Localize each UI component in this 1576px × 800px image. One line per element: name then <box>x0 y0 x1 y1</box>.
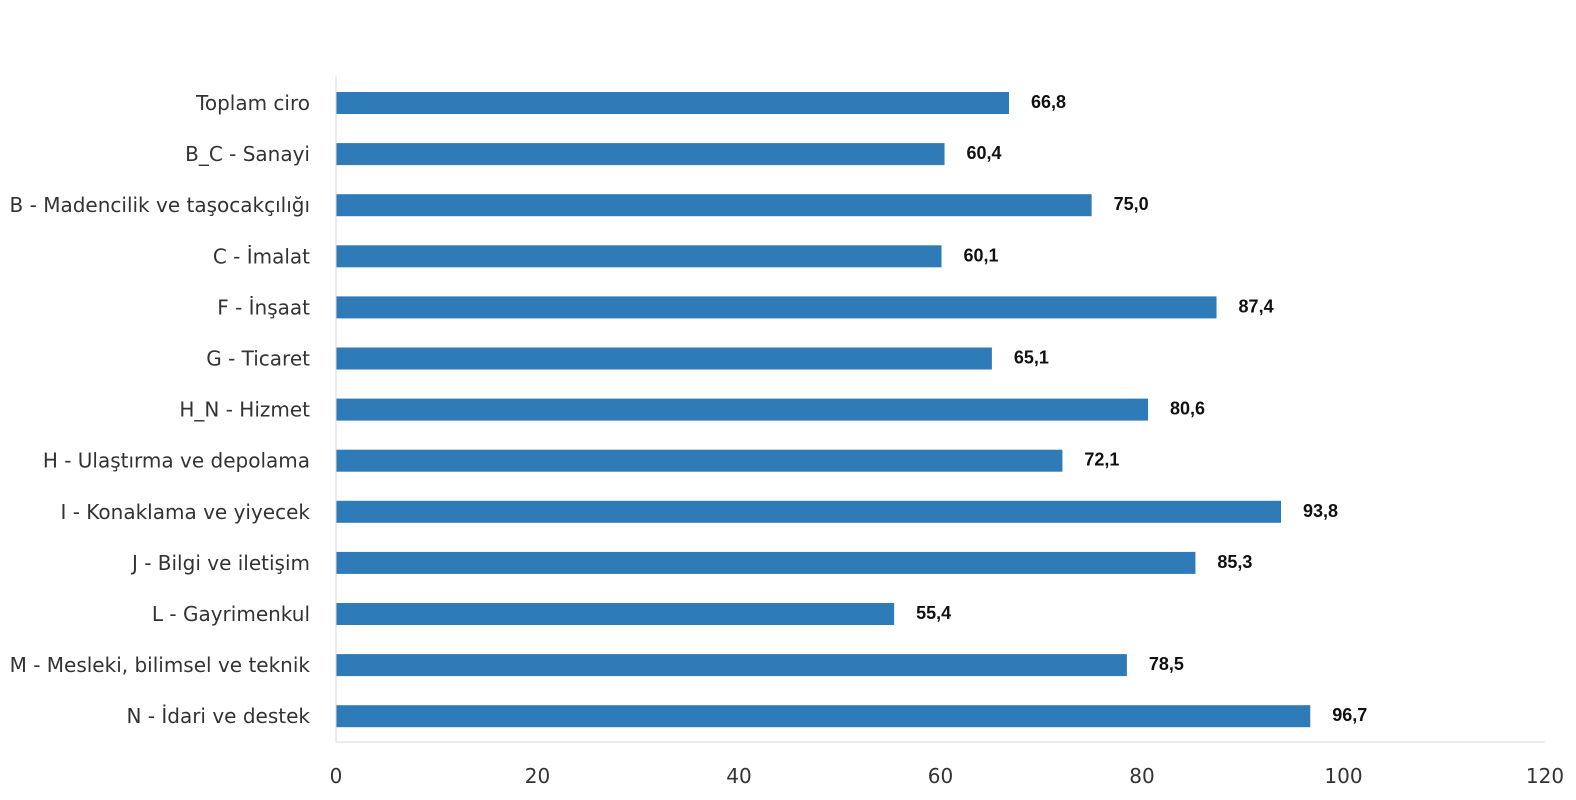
value-label: 65,1 <box>1014 348 1049 368</box>
category-label: M - Mesleki, bilimsel ve teknik <box>10 653 311 677</box>
bar <box>336 398 1149 421</box>
bar <box>336 603 895 625</box>
category-labels-group: Toplam ciro B_C - Sanayi B - Madencilik ve… <box>10 91 311 728</box>
x-tick-label: 40 <box>726 764 751 788</box>
bar <box>336 347 992 370</box>
bars-group <box>336 92 1311 728</box>
category-label: F - İnşaat <box>217 295 310 319</box>
axes-group <box>335 76 1545 743</box>
bar <box>336 449 1063 472</box>
bar <box>336 143 945 166</box>
bar <box>336 296 1217 319</box>
category-label: B - Madencilik ve taşocakçılığı <box>10 193 310 217</box>
category-label: H - Ulaştırma ve depolama <box>43 449 310 473</box>
bar <box>336 245 942 268</box>
x-tick-label: 20 <box>525 764 550 788</box>
value-label: 80,6 <box>1170 399 1205 419</box>
value-label: 96,7 <box>1332 705 1367 725</box>
bar <box>336 654 1127 677</box>
value-label: 66,8 <box>1031 92 1066 112</box>
value-label: 78,5 <box>1149 654 1184 674</box>
x-tick-label: 100 <box>1324 764 1362 788</box>
bar <box>336 500 1282 523</box>
value-label: 72,1 <box>1084 450 1119 470</box>
value-label: 60,4 <box>967 143 1002 163</box>
category-label: J - Bilgi ve iletişim <box>130 551 310 575</box>
category-label: N - İdari ve destek <box>126 704 310 728</box>
bar <box>336 92 1010 114</box>
bar <box>336 705 1311 728</box>
x-tick-label: 60 <box>928 764 953 788</box>
category-label: H_N - Hizmet <box>179 398 310 422</box>
value-labels-group: 66,8 60,4 75,0 60,1 87,4 65,1 80,6 72,1 93,8 85,3… <box>916 92 1367 725</box>
bar <box>336 551 1196 574</box>
value-label: 60,1 <box>964 245 999 265</box>
category-label: L - Gayrimenkul <box>152 602 310 626</box>
category-label: C - İmalat <box>213 244 310 268</box>
x-tick-label: 0 <box>330 764 343 788</box>
bar <box>336 194 1092 217</box>
x-tick-label: 80 <box>1129 764 1154 788</box>
x-tick-labels-group: 0 20 40 60 80 100 120 <box>330 764 1564 788</box>
category-label: Toplam ciro <box>195 91 310 115</box>
value-label: 87,4 <box>1239 296 1274 316</box>
category-label: I - Konaklama ve yiyecek <box>60 500 310 524</box>
value-label: 55,4 <box>916 603 951 623</box>
category-label: B_C - Sanayi <box>185 142 310 166</box>
category-label: G - Ticaret <box>206 347 310 371</box>
value-label: 93,8 <box>1303 501 1338 521</box>
value-label: 75,0 <box>1114 194 1149 214</box>
value-label: 85,3 <box>1217 552 1252 572</box>
x-tick-label: 120 <box>1526 764 1564 788</box>
